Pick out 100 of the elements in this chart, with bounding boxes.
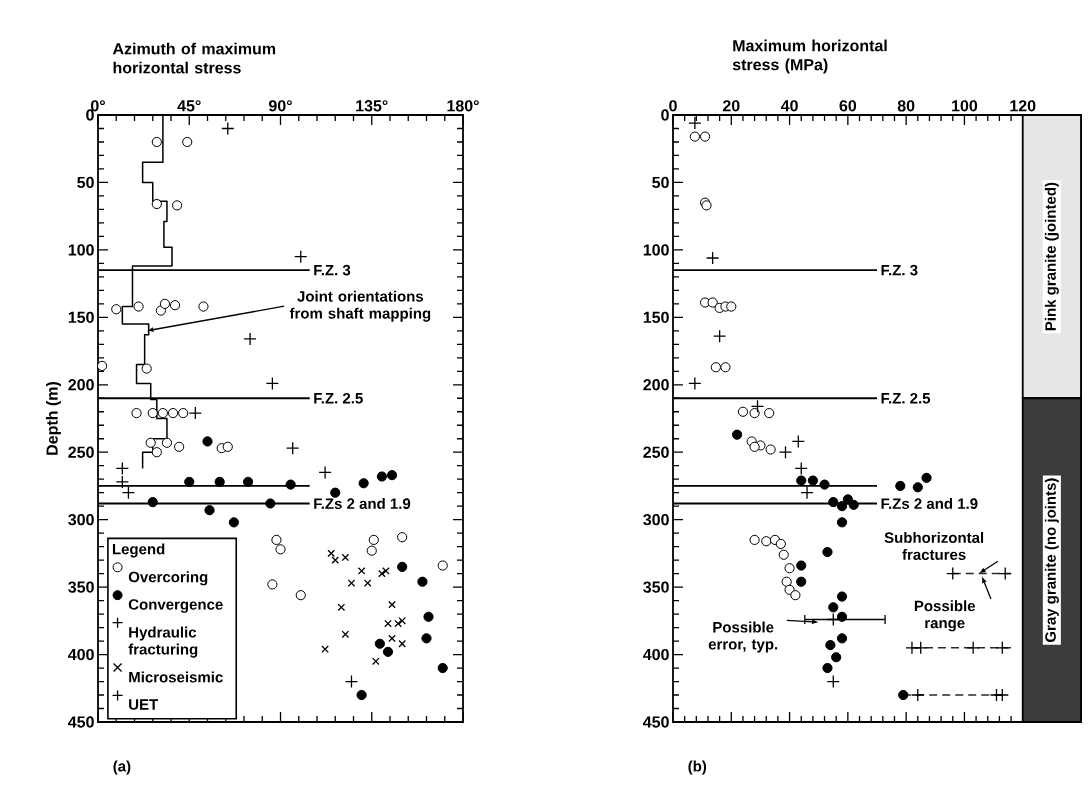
x-tick-label: 135° (356, 100, 388, 112)
y-tick-label: 350 (643, 581, 669, 593)
legend-label: Hydraulic fracturing (128, 626, 198, 658)
point (712, 329, 727, 343)
y-tick-label: 300 (68, 513, 94, 526)
point (796, 560, 807, 571)
annotation: Possible range (914, 600, 976, 632)
legend-label: Convergence (128, 599, 223, 613)
y-tick-label: 0 (661, 109, 669, 121)
chart-title: Maximum horizontal stress (MPa) (732, 39, 887, 74)
point (790, 590, 801, 601)
point (836, 611, 848, 622)
point (848, 499, 859, 510)
point (796, 576, 807, 587)
point (826, 612, 840, 627)
point (842, 494, 853, 505)
point (689, 131, 700, 142)
point (921, 472, 932, 483)
point (995, 688, 1009, 702)
point (794, 461, 808, 476)
band-label: Pink granite (jointed) (1044, 182, 1059, 331)
point (720, 362, 731, 373)
y-tick-label: 50 (652, 176, 669, 189)
point (749, 534, 760, 545)
annotation: Possible error, typ. (708, 621, 778, 653)
x-tick-label: 0 (669, 100, 677, 112)
y-tick-label: 450 (643, 716, 669, 728)
point (750, 399, 765, 414)
y-axis-title: Depth (m) (46, 381, 61, 455)
ref-line-label: F.Z. 3 (314, 264, 351, 276)
point (825, 640, 836, 651)
point (764, 408, 775, 419)
text: (b) (688, 760, 707, 775)
point (946, 566, 960, 581)
y-tick-label: 400 (643, 648, 669, 661)
point (836, 591, 848, 602)
y-tick-label: 300 (643, 513, 669, 526)
point (836, 633, 848, 644)
x-tick-label: 180° (447, 100, 479, 112)
point (796, 475, 807, 486)
x-tick-label: 90° (268, 100, 292, 112)
point (807, 475, 818, 486)
ref-line-label: F.Z. 2.5 (881, 392, 931, 404)
legend-label: UET (129, 699, 159, 710)
y-tick-label: 200 (643, 379, 669, 391)
ref-line-label: F.Zs 2 and 1.9 (314, 497, 411, 509)
point (761, 536, 772, 547)
point (778, 445, 793, 459)
point (836, 517, 848, 528)
ref-line-label: F.Z. 2.5 (314, 392, 363, 404)
text: (a) (113, 760, 131, 775)
annotation: Joint orientations from shaft mapping (289, 290, 431, 322)
point (800, 486, 814, 500)
point (707, 297, 718, 308)
y-tick-label: 250 (643, 446, 669, 458)
point (819, 479, 830, 490)
y-tick-label: 150 (68, 311, 94, 323)
y-tick-label: 100 (643, 244, 669, 256)
point (688, 376, 702, 391)
point (912, 482, 923, 493)
point (828, 497, 839, 508)
x-tick-label: 100 (952, 100, 978, 112)
point (765, 444, 776, 455)
point (732, 429, 743, 440)
x-tick-label: 20 (722, 100, 740, 112)
point (710, 362, 721, 373)
y-tick-label: 250 (68, 446, 94, 458)
annotation: Subhorizontal fractures (884, 531, 984, 560)
point (688, 116, 702, 130)
y-tick-label: 150 (643, 311, 669, 323)
chart-title: Azimuth of maximum horizontal stress (112, 42, 276, 74)
point (822, 662, 833, 674)
x-tick-label: 80 (897, 100, 915, 112)
point (895, 480, 906, 492)
x-tick-label: 60 (839, 100, 857, 112)
point (775, 538, 786, 550)
point (998, 566, 1012, 581)
x-tick-label: 120 (1010, 100, 1036, 112)
point (749, 441, 760, 452)
y-tick-label: 400 (68, 648, 94, 661)
x-tick-label: 45° (177, 100, 201, 112)
point (898, 689, 909, 701)
point (737, 406, 749, 417)
point (826, 674, 840, 689)
legend-label: Microseismic (129, 671, 223, 683)
y-tick-label: 350 (68, 581, 94, 593)
point (995, 641, 1009, 655)
y-tick-label: 200 (68, 379, 94, 391)
point (778, 549, 789, 560)
legend-title: Legend (112, 543, 165, 558)
point (828, 602, 839, 613)
ref-line-label: F.Z. 3 (881, 264, 918, 276)
point (699, 131, 711, 142)
point (966, 641, 980, 655)
point (791, 434, 805, 449)
point (726, 301, 737, 312)
band-label: Gray granite (no joints) (1044, 478, 1059, 643)
ref-line-label: F.Zs 2 and 1.9 (881, 497, 978, 509)
point (781, 576, 792, 587)
point (749, 408, 760, 419)
